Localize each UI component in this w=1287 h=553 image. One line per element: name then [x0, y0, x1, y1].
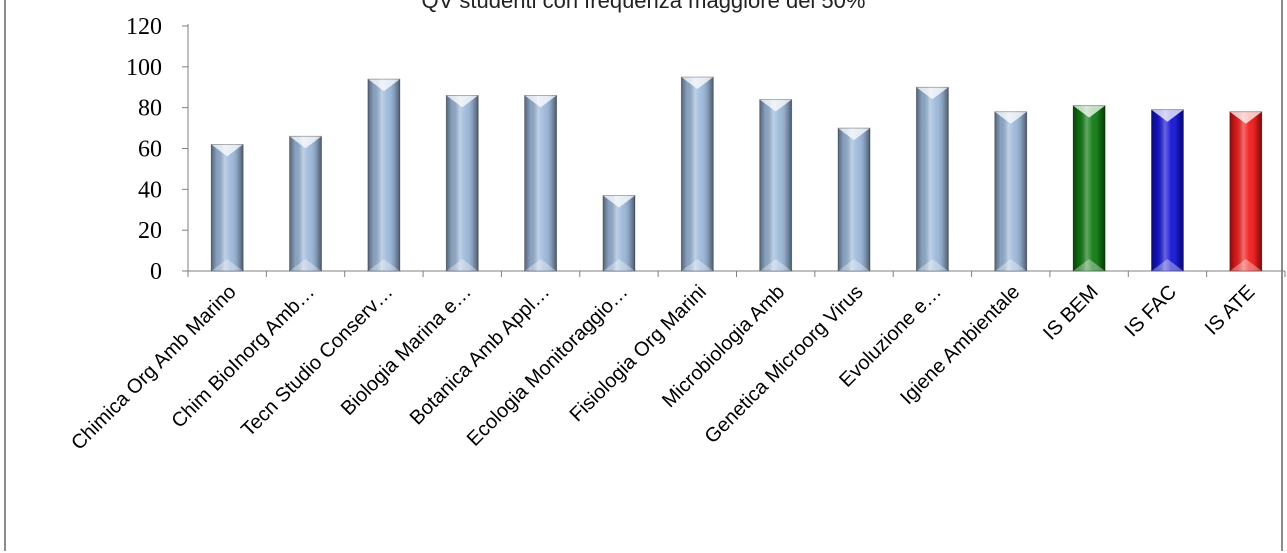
bar-bottom-bevel	[289, 259, 322, 271]
bar-bottom-bevel	[211, 259, 244, 271]
x-tick-label: Genetica Microorg Virus	[701, 281, 868, 448]
bar-outline	[289, 135, 322, 272]
bar	[1072, 105, 1106, 272]
bar	[680, 76, 714, 272]
bar-bottom-bevel	[681, 259, 714, 271]
bar-top-bevel	[759, 99, 792, 112]
x-tick-label: IS BEM	[1039, 281, 1102, 344]
bar	[210, 144, 244, 272]
bar-bottom-bevel	[759, 259, 792, 271]
bar-bottom-bevel	[1229, 259, 1262, 271]
bar	[994, 111, 1028, 272]
y-tick-label: 100	[126, 55, 162, 81]
bar-outline	[994, 111, 1028, 272]
bar	[445, 95, 479, 272]
bar-outline	[602, 195, 636, 272]
bar-bottom-bevel	[1073, 259, 1106, 271]
bar-top-bevel	[211, 144, 244, 157]
x-tick-label: Ecologia Monitoraggio…	[463, 281, 633, 451]
bar-top-bevel	[289, 136, 322, 149]
x-tick-label: IS FAC	[1121, 281, 1181, 341]
y-tick-label: 20	[138, 218, 162, 244]
x-tick-label: Biologia Marina e…	[337, 281, 476, 420]
bar-bottom-bevel	[602, 259, 635, 271]
bar	[524, 95, 558, 272]
bar-outline	[445, 95, 479, 272]
bars	[210, 76, 1263, 272]
x-tick-label: Chim BioInorg Amb…	[168, 281, 320, 433]
chart-frame	[4, 0, 1283, 551]
bar-top-bevel	[446, 95, 479, 108]
bar-top-bevel	[524, 95, 557, 108]
bar	[1151, 109, 1184, 272]
x-tick-label: Fisiologia Org Marini	[566, 281, 711, 426]
bar-bottom-bevel	[916, 259, 949, 271]
bar-outline	[1229, 111, 1263, 272]
bar	[602, 195, 636, 272]
bar	[759, 99, 793, 272]
bar-shading	[524, 95, 557, 272]
bar-bottom-bevel	[367, 259, 400, 271]
bar-top-bevel	[602, 195, 635, 208]
bar-top-bevel	[1073, 105, 1106, 118]
y-tick-label: 120	[126, 14, 162, 40]
bar-top-bevel	[367, 79, 400, 92]
x-tick-label: Tecn Studio Conserv…	[237, 281, 397, 441]
bar-outline	[1151, 109, 1184, 272]
bar-shading	[681, 77, 714, 272]
bar-shading	[759, 99, 792, 271]
bar-bottom-bevel	[838, 259, 871, 271]
bar-shading	[1229, 111, 1262, 271]
bar	[837, 127, 871, 272]
bar-outline	[1072, 105, 1106, 272]
bar-shading	[289, 136, 322, 271]
bar	[915, 86, 949, 272]
bar-outline	[837, 127, 871, 272]
bar-outline	[210, 144, 244, 272]
bar-shading	[994, 111, 1027, 271]
bar	[1229, 111, 1263, 272]
bar-outline	[524, 95, 558, 272]
bar-shading	[211, 144, 244, 271]
bar-shading	[1073, 105, 1106, 271]
bar-shading	[1151, 109, 1184, 271]
axes: 0 20 40 60 80 100 120	[126, 14, 1286, 285]
bar-top-bevel	[1151, 109, 1184, 122]
bar-top-bevel	[994, 111, 1027, 124]
x-tick-label: Chimica Org Amb Marino	[67, 281, 241, 455]
bar	[367, 78, 401, 272]
bar-top-bevel	[1229, 111, 1262, 124]
bar-shading	[367, 79, 400, 271]
bar-top-bevel	[681, 77, 714, 90]
bar-outline	[680, 76, 714, 272]
x-tick-label: Botanica Amb Appl…	[406, 281, 554, 429]
bar-outline	[367, 78, 401, 272]
bar-bottom-bevel	[1151, 259, 1184, 271]
bar-shading	[838, 128, 871, 271]
bar-bottom-bevel	[994, 259, 1027, 271]
bar-shading	[602, 195, 635, 271]
y-tick-label: 60	[138, 137, 162, 163]
bar-top-bevel	[838, 128, 871, 141]
bar-shading	[916, 87, 949, 271]
bar	[289, 135, 322, 272]
bar-outline	[759, 99, 793, 272]
y-tick-label: 40	[138, 177, 162, 203]
bar-outline	[915, 86, 949, 272]
bar-shading	[446, 95, 479, 272]
x-tick-label: IS ATE	[1201, 281, 1260, 340]
chart-title: QV studenti con frequenza maggiore del 5…	[421, 0, 866, 13]
bar-bottom-bevel	[524, 259, 557, 271]
bar-top-bevel	[916, 87, 949, 100]
bar-bottom-bevel	[446, 259, 479, 271]
y-tick-label: 0	[150, 259, 162, 285]
y-tick-label: 80	[138, 96, 162, 122]
